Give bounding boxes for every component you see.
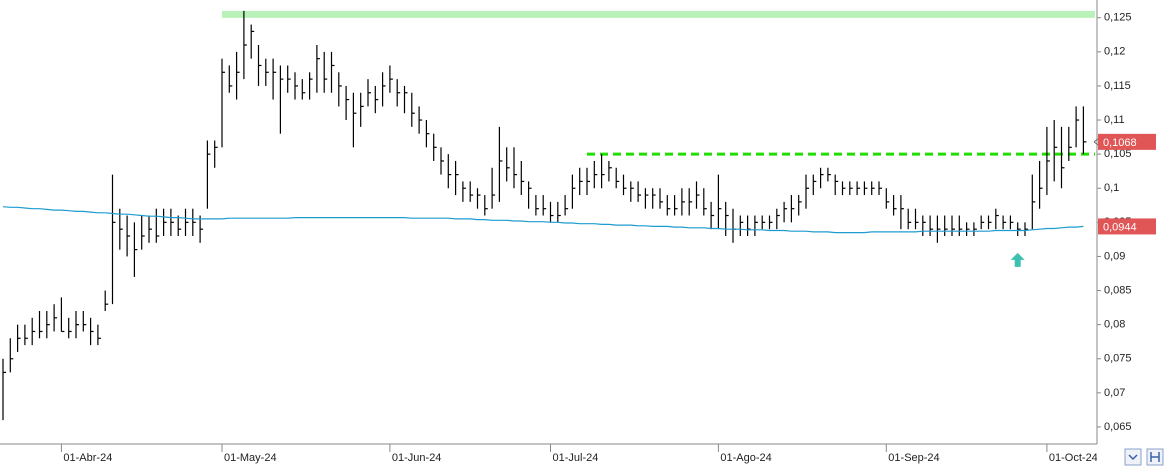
x-tick-label: 01-Oct-24: [1049, 452, 1098, 464]
y-tick-label: 0,11: [1104, 114, 1125, 126]
y-tick-label: 0,08: [1104, 319, 1125, 331]
x-tick-label: 01-Abr-24: [63, 452, 112, 464]
price-label: 0,1068: [1103, 137, 1137, 149]
y-tick-label: 0,065: [1104, 421, 1132, 433]
toolbar-icons: [1124, 448, 1164, 466]
x-tick-label: 01-Jun-24: [392, 452, 442, 464]
x-axis-labels: 01-Abr-24 01-May-24 01-Jun-24 01-Jul-24 01-A…: [60, 444, 1098, 464]
price-label-box: [1098, 133, 1156, 150]
zoom-button[interactable]: [1124, 448, 1142, 466]
y-tick-label: 0,09: [1104, 250, 1125, 262]
x-tick-label: 01-May-24: [224, 452, 277, 464]
x-tick-label: 01-Sep-24: [888, 452, 939, 464]
zoom-icon: [1128, 454, 1138, 461]
y-tick-label: 0,075: [1104, 353, 1132, 365]
y-tick-label: 0,07: [1104, 387, 1125, 399]
price-label: 0,0944: [1103, 221, 1137, 233]
y-tick-label: 0,105: [1104, 148, 1132, 160]
y-tick-label: 0,115: [1104, 80, 1131, 92]
y-tick-label: 0,085: [1104, 284, 1132, 296]
price-pointer: [1093, 138, 1099, 146]
y-tick-label: 0,1: [1104, 182, 1119, 194]
save-icon: [1150, 452, 1160, 462]
signal-arrow: [1010, 252, 1025, 267]
moving-average: [2, 206, 1084, 234]
price-label-box: [1098, 218, 1156, 235]
y-tick-label: 0,12: [1104, 46, 1125, 58]
x-tick-label: 01-Ago-24: [720, 452, 771, 464]
y-tick-label: 0,125: [1104, 12, 1132, 24]
x-tick-label: 01-Jul-24: [553, 452, 599, 464]
